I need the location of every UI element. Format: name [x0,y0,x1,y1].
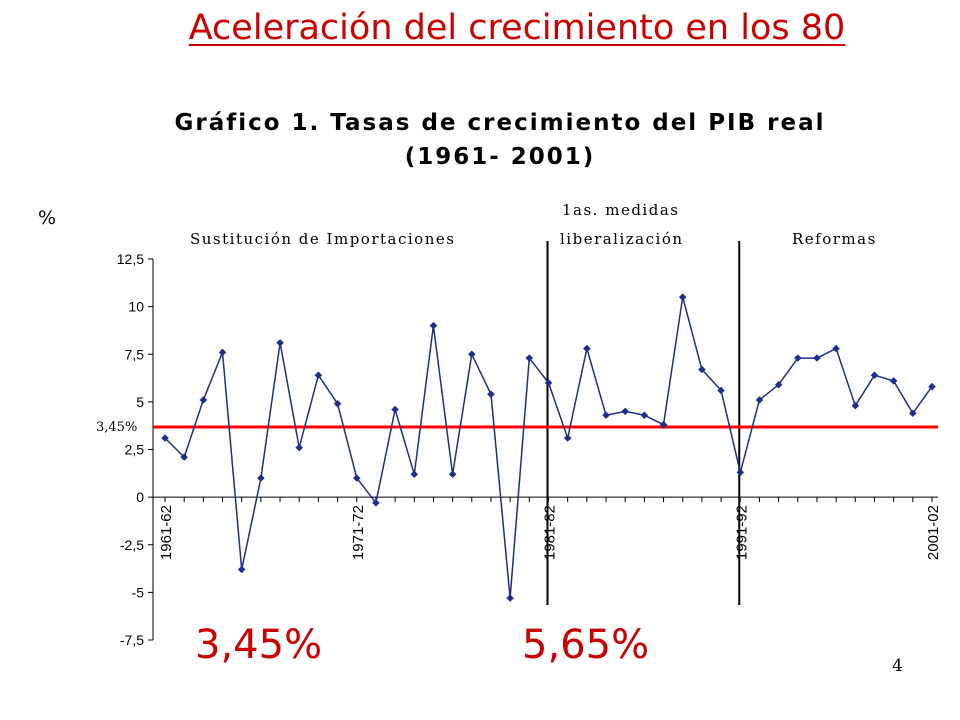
data-point [621,407,630,416]
data-point [813,354,821,362]
data-point [928,382,936,391]
chart-title-line1: Gráfico 1. Tasas de crecimiento del PIB … [174,110,826,136]
data-point [218,348,227,357]
data-point [602,411,610,420]
data-point [276,338,284,347]
data-point [314,371,323,380]
y-tick-label: 12,5 [117,251,144,267]
data-point [678,293,687,301]
data-point [161,434,169,442]
x-tick-label: 2001-02 [925,505,942,560]
data-point [889,377,898,385]
data-point [659,420,668,429]
data-point [908,409,917,418]
period-label-liberalization-line1: 1as. medidas [562,201,679,219]
data-point [372,498,380,507]
reference-line-label: 3,45% [96,420,137,435]
data-point [352,474,361,482]
stat-period-2: 5,65% [522,622,650,668]
data-point [448,470,457,479]
data-point [199,396,208,404]
data-point [698,365,706,374]
y-tick-label: 10 [128,299,144,315]
y-tick-label: 5 [136,394,144,410]
data-point [717,386,725,395]
data-point [582,344,591,353]
data-point [333,399,342,408]
y-tick-label: -5 [132,584,145,600]
data-point [467,350,476,359]
data-point [736,468,745,477]
data-point [429,321,438,330]
stat-period-1: 3,45% [195,622,323,668]
chart-title: Gráfico 1. Tasas de crecimiento del PIB … [170,106,830,174]
y-tick-label: 2,5 [125,442,145,458]
data-point [487,390,495,399]
data-point [755,396,764,404]
data-point [640,411,649,420]
data-point [544,378,553,387]
data-point [774,380,783,389]
y-tick-label: 7,5 [125,346,145,362]
data-point [295,443,304,452]
data-point [525,354,534,362]
slide-title: Aceleración del crecimiento en los 80 [188,8,846,48]
period-label-substitution: Sustitución de Importaciones [190,230,455,248]
y-tick-label: -2,5 [120,537,144,553]
data-point [391,405,399,414]
data-point [563,434,572,442]
y-tick-label: 0 [136,489,144,505]
x-tick-label: 1991-92 [733,505,750,560]
data-point [257,474,265,482]
period-label-liberalization-line2: liberalización [560,230,684,248]
data-point [237,565,246,574]
data-point [410,470,419,479]
period-label-reforms: Reformas [792,230,877,248]
x-tick-label: 1981-82 [542,505,559,560]
x-tick-label: 1961-62 [158,505,175,560]
data-point [180,453,189,461]
data-point [851,401,860,410]
chart-title-line2: (1961- 2001) [404,144,596,170]
x-tick-label: 1971-72 [350,505,367,560]
data-point [506,594,515,602]
data-point [870,371,879,380]
data-point [832,344,840,353]
page-number: 4 [892,656,903,676]
data-point [793,354,802,362]
y-axis-label: % [38,207,56,229]
y-tick-label: -7,5 [120,632,144,648]
